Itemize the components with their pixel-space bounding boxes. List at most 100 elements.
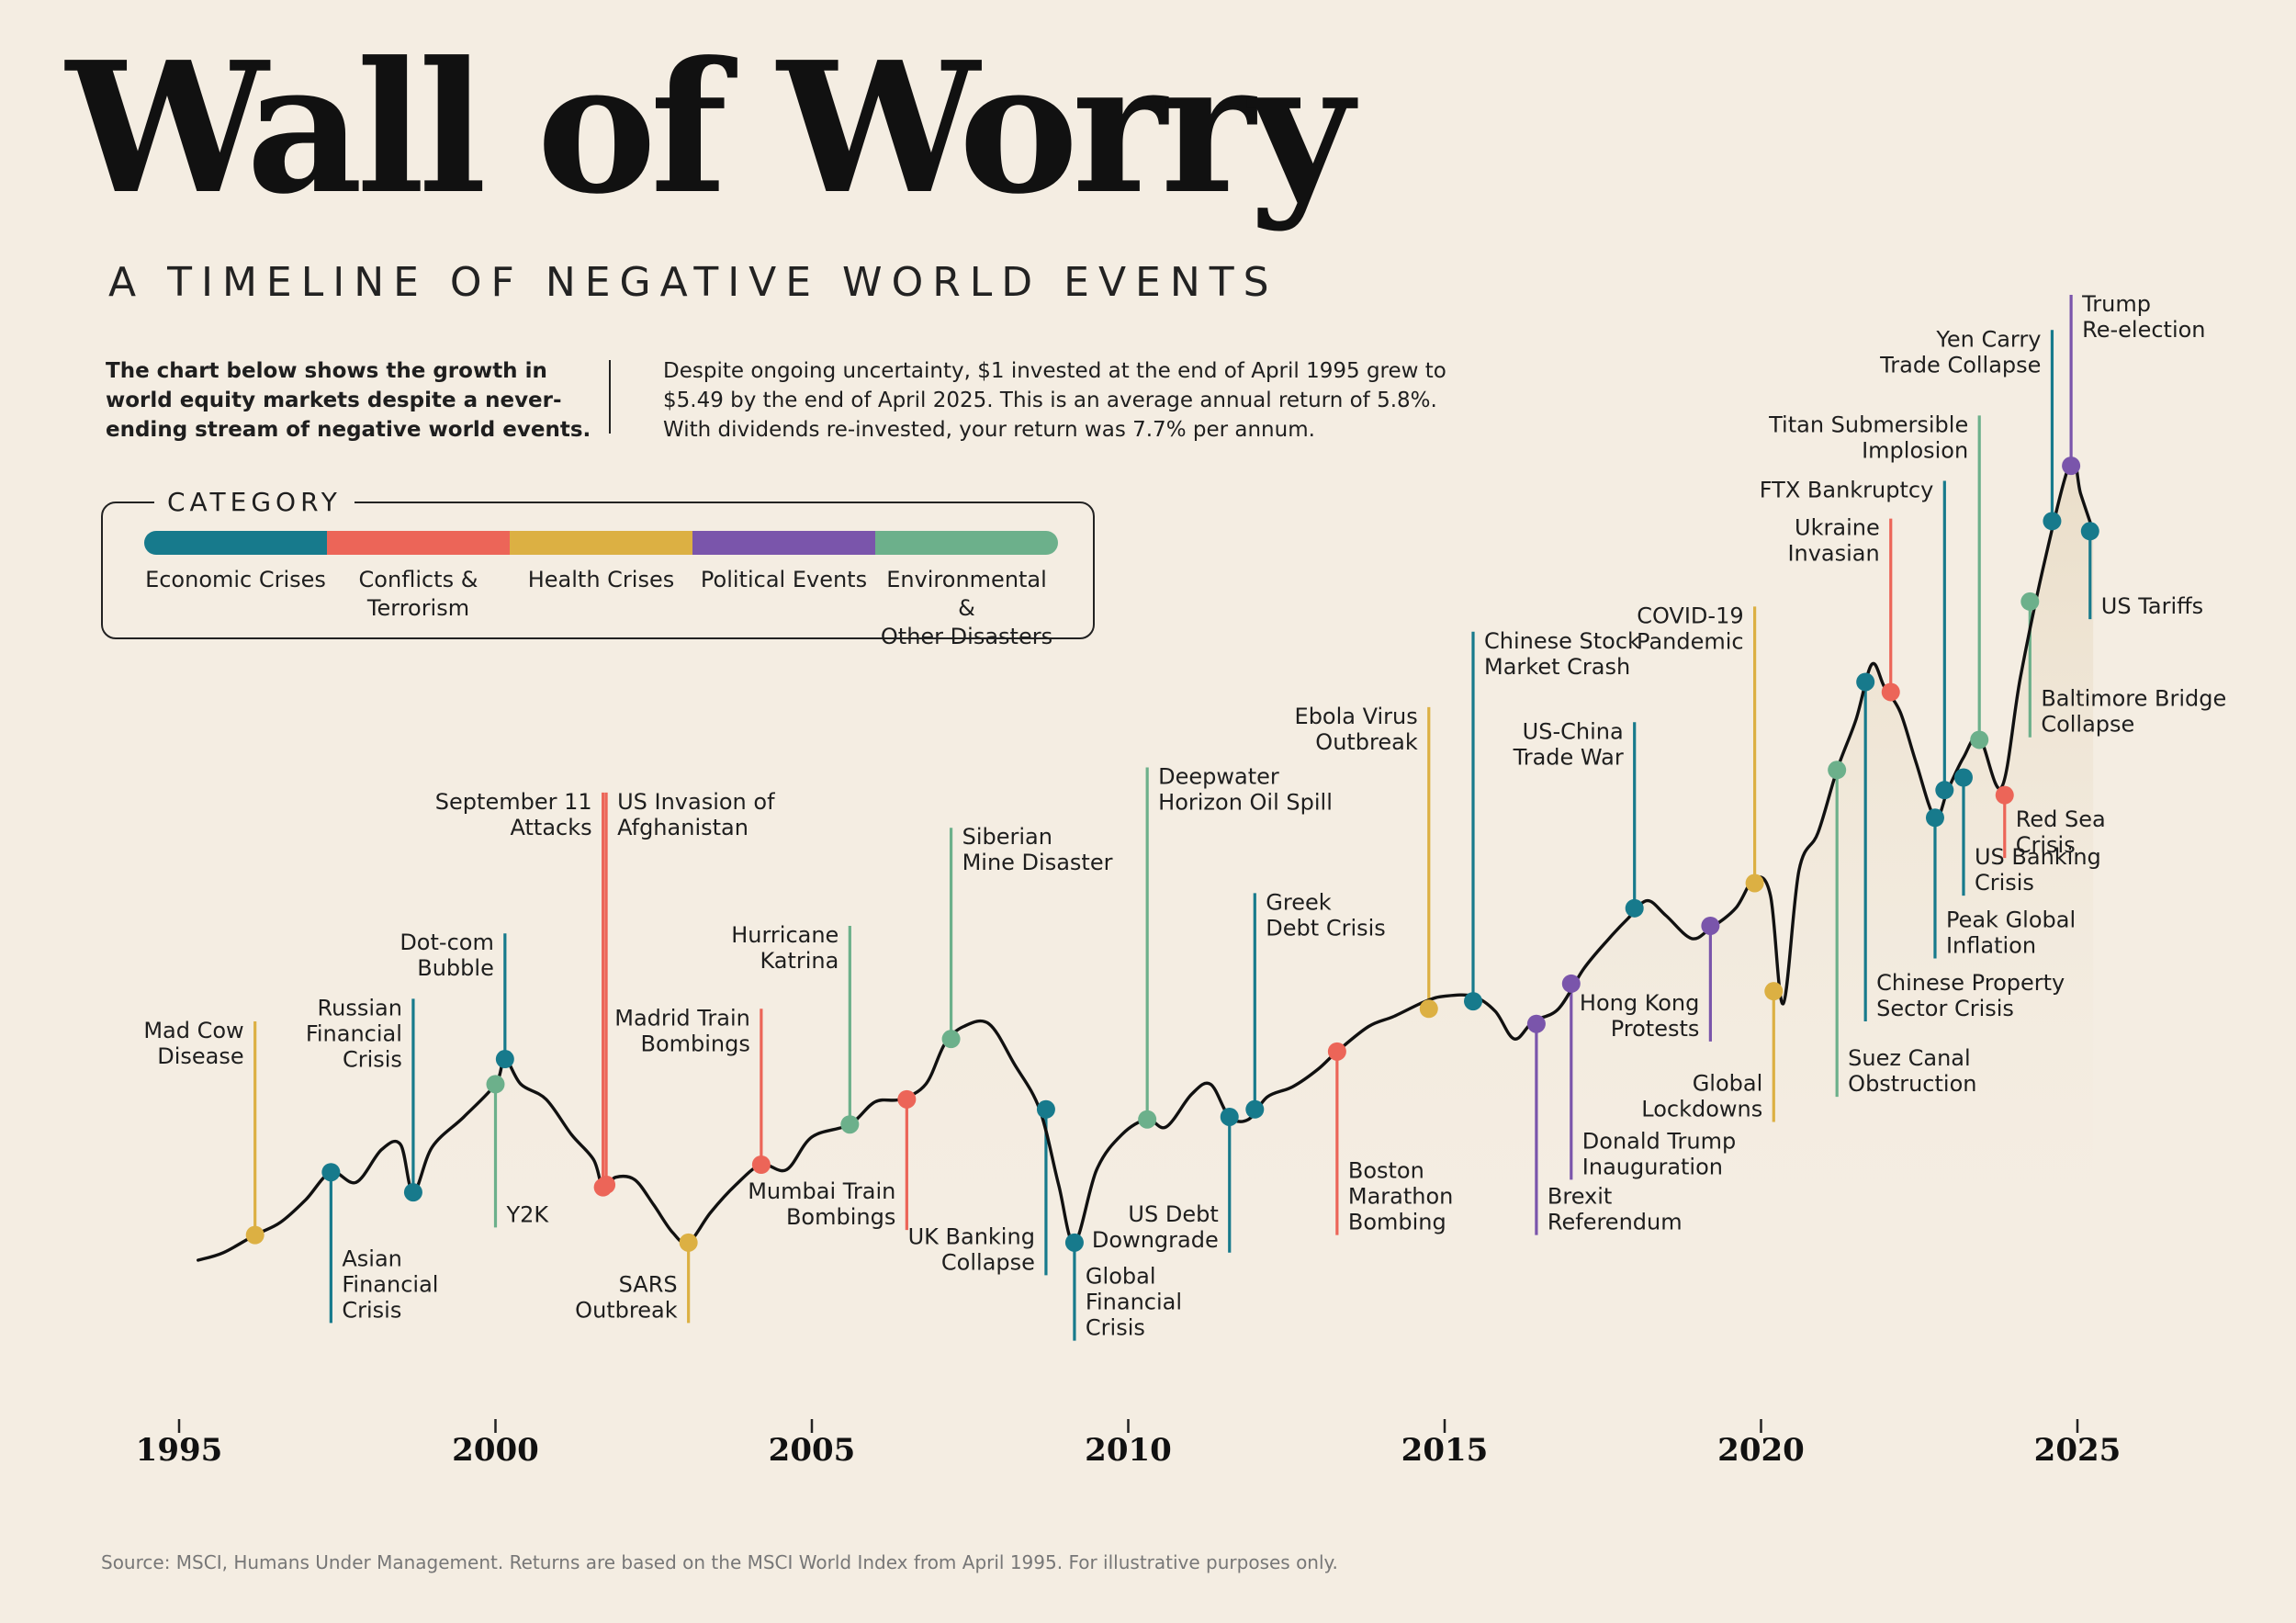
event-dot-13 (1064, 1233, 1084, 1252)
event-label-36: Trump Re-election (2081, 291, 2205, 343)
intro-summary: The chart below shows the growth in worl… (106, 359, 591, 443)
event-label-4: Dot-com Bubble (400, 930, 494, 981)
event-dot-0 (245, 1225, 264, 1245)
legend-label-political: Political Events (700, 567, 868, 592)
event-dot-37 (2080, 522, 2099, 541)
event-label-21: Donald Trump Inauguration (1582, 1128, 1736, 1179)
event-label-13: Global Financial Crisis (1086, 1264, 1182, 1341)
event-label-23: Hong Kong Protests (1580, 990, 1699, 1042)
event-dot-12 (1036, 1099, 1055, 1119)
event-label-29: Peak Global Inflation (1946, 907, 2076, 959)
legend-title: CATEGORY (154, 487, 355, 518)
source-note: Source: MSCI, Humans Under Management. R… (101, 1551, 1338, 1573)
event-dot-35 (2043, 512, 2062, 531)
event-label-10: Mumbai Train Bombings (748, 1178, 895, 1230)
event-label-34: Baltimore Bridge Collapse (2041, 686, 2226, 738)
event-dot-32 (1970, 730, 1989, 750)
event-dot-18 (1419, 999, 1438, 1019)
legend-color-bar (144, 531, 1058, 555)
event-label-6: US Invasion of Afghanistan (617, 789, 775, 840)
x-tick-label-2010: 2010 (1085, 1432, 1172, 1469)
event-label-33: Red Sea Crisis (2016, 806, 2106, 858)
event-label-26: Suez Canal Obstruction (1848, 1045, 1976, 1097)
event-label-27: Chinese Property Sector Crisis (1876, 970, 2065, 1021)
event-label-12: UK Banking Collapse (908, 1223, 1035, 1275)
event-dot-23 (1701, 916, 1720, 935)
x-tick-label-2005: 2005 (769, 1432, 856, 1469)
event-dot-3 (486, 1075, 505, 1094)
event-label-7: SARS Outbreak (575, 1271, 678, 1323)
x-tick-label-2015: 2015 (1401, 1432, 1489, 1469)
event-dot-24 (1745, 873, 1764, 893)
legend-swatch-environment (875, 531, 1058, 555)
event-dot-36 (2062, 456, 2081, 476)
event-dot-19 (1464, 992, 1483, 1011)
event-label-31: US Banking Crisis (1975, 844, 2101, 896)
event-dot-21 (1561, 974, 1581, 993)
x-axis: 1995 2000 2005 2010 2015 2020 2025 (136, 1419, 2122, 1469)
legend-swatch-economic (144, 531, 327, 555)
event-label-19: Chinese Stock Market Crash (1484, 628, 1640, 680)
intro-divider (609, 360, 611, 434)
event-dot-25 (1764, 982, 1784, 1001)
legend-label-conflict: Conflicts & Terrorism (358, 567, 478, 622)
event-dot-15 (1220, 1107, 1239, 1126)
event-label-28: Ukraine Invasian (1787, 515, 1879, 567)
event-label-8: Madrid Train Bombings (614, 1005, 750, 1056)
event-dot-14 (1138, 1110, 1157, 1129)
event-dot-16 (1245, 1099, 1265, 1119)
event-markers: Mad Cow Disease Asian Financial Crisis Russia… (143, 291, 2226, 1341)
event-label-25: Global Lockdowns (1641, 1070, 1762, 1121)
legend-swatch-conflict (327, 531, 510, 555)
event-label-2: Russian Financial Crisis (306, 995, 402, 1072)
x-tick-label-2025: 2025 (2034, 1432, 2122, 1469)
page-title: Wall of Worry (66, 23, 1354, 234)
growth-line (197, 456, 2095, 1262)
event-dot-11 (941, 1030, 961, 1049)
event-label-22: US-China Trade War (1513, 718, 1624, 770)
event-label-16: Greek Debt Crisis (1266, 889, 1386, 941)
intro-detail: Despite ongoing uncertainty, $1 invested… (663, 359, 1446, 443)
event-dot-22 (1625, 898, 1644, 918)
category-legend: CATEGORY Economic Crises Conflicts & Terro… (101, 487, 1095, 649)
legend-label-economic: Economic Crises (145, 567, 326, 592)
legend-label-health: Health Crises (527, 567, 675, 592)
event-dot-9 (840, 1115, 860, 1134)
x-tick-label-2000: 2000 (452, 1432, 539, 1469)
event-label-37: US Tariffs (2101, 593, 2203, 619)
event-dot-31 (1953, 768, 1973, 787)
event-label-30: FTX Bankruptcy (1760, 478, 1934, 503)
event-dot-1 (321, 1163, 341, 1182)
event-label-5: September 11 Attacks (435, 789, 592, 840)
event-label-3: Y2K (506, 1201, 550, 1227)
legend-swatch-health (510, 531, 692, 555)
event-dot-26 (1828, 761, 1847, 780)
event-dot-2 (403, 1183, 422, 1202)
event-dot-28 (1881, 682, 1900, 702)
event-dot-30 (1935, 781, 1954, 800)
page-subtitle: A TIMELINE OF NEGATIVE WORLD EVENTS (108, 259, 1278, 306)
event-label-11: Siberian Mine Disaster (962, 824, 1113, 875)
event-label-18: Ebola Virus Outbreak (1295, 704, 1418, 755)
event-dot-34 (2020, 592, 2040, 611)
event-label-32: Titan Submersible Implosion (1768, 411, 1968, 463)
event-dot-6 (597, 1175, 616, 1194)
x-tick-label-2020: 2020 (1717, 1432, 1805, 1469)
event-dot-27 (1856, 672, 1875, 692)
event-dot-17 (1327, 1042, 1346, 1061)
area-fill (197, 458, 2094, 1286)
x-tick-label-1995: 1995 (136, 1432, 223, 1469)
event-label-35: Yen Carry Trade Collapse (1879, 326, 2041, 378)
event-dot-8 (751, 1155, 771, 1174)
event-dot-33 (1995, 785, 2014, 805)
event-label-9: Hurricane Katrina (731, 922, 838, 974)
event-label-15: US Debt Downgrade (1092, 1201, 1219, 1253)
event-label-14: Deepwater Horizon Oil Spill (1158, 764, 1333, 816)
event-label-20: Brexit Referendum (1548, 1184, 1683, 1235)
legend-labels: Economic Crises Conflicts & Terrorism Healt… (144, 566, 1058, 652)
legend-swatch-political (692, 531, 875, 555)
event-label-0: Mad Cow Disease (143, 1018, 243, 1069)
legend-label-environment: Environmental & Other Disasters (880, 567, 1053, 650)
event-label-17: Boston Marathon Bombing (1348, 1158, 1454, 1235)
